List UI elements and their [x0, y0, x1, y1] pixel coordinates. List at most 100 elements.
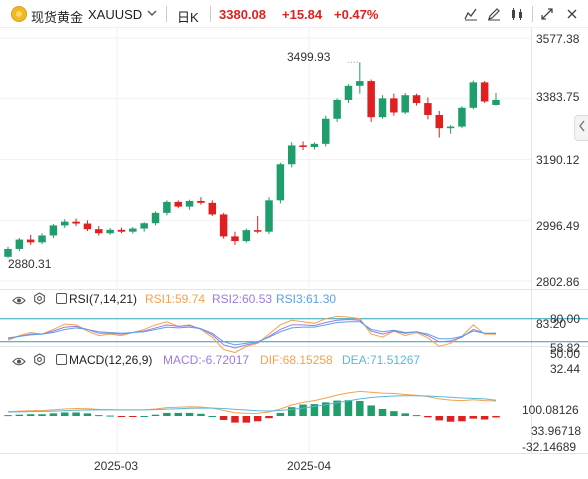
- chevron-down-icon[interactable]: [147, 8, 157, 21]
- rsi2-value: RSI2:60.53: [212, 292, 273, 306]
- symbol-code[interactable]: XAUUSD: [88, 7, 143, 22]
- rsi1-value: RSI1:59.74: [145, 292, 206, 306]
- macd-bar: [163, 412, 171, 416]
- candle-body: [446, 126, 455, 129]
- candle-body: [276, 164, 285, 201]
- candle-body: [424, 103, 432, 115]
- chart-type-icon: [464, 7, 478, 21]
- candle-body: [83, 223, 92, 230]
- macd-bar: [492, 416, 500, 418]
- fullscreen-button[interactable]: [538, 5, 556, 23]
- last-price: 3380.08: [219, 7, 266, 22]
- macd-bar: [480, 416, 489, 420]
- macd-bar: [276, 412, 285, 416]
- price-tick: 3190.12: [536, 153, 580, 167]
- candle-body: [367, 81, 375, 118]
- close-button[interactable]: [563, 5, 581, 23]
- macd-bar: [72, 412, 80, 416]
- chevron-right-icon: [578, 119, 586, 137]
- candle-body: [356, 81, 364, 86]
- macd-bar: [83, 413, 92, 416]
- interval-selector[interactable]: 日K: [177, 10, 199, 25]
- rsi-line-rsi3: [7, 321, 497, 346]
- candle-body: [208, 202, 217, 215]
- macd-tick: 100.08126: [522, 403, 579, 417]
- time-tick: 2025-03: [94, 459, 138, 473]
- macd-bar: [458, 416, 466, 422]
- rsi-level-label: 50.00: [550, 347, 580, 361]
- macd-bar: [390, 411, 398, 416]
- macd-tick: -32.14689: [522, 440, 576, 454]
- candle-body: [492, 99, 500, 105]
- candle-body: [106, 229, 114, 234]
- indicators-icon: [510, 7, 524, 21]
- candle-body: [140, 223, 148, 229]
- chart-type-button[interactable]: [462, 5, 480, 23]
- candlestick-series: [4, 62, 500, 259]
- macd-bar: [367, 405, 375, 416]
- macd-bar: [322, 402, 330, 416]
- candle-body: [129, 228, 137, 232]
- macd-bar: [151, 414, 160, 416]
- price-change-percent: +0.47%: [334, 7, 379, 22]
- macd-bar: [242, 416, 251, 423]
- candle-body: [253, 230, 262, 232]
- candle-body: [265, 200, 273, 232]
- candle-body: [390, 98, 398, 113]
- candle-body: [174, 201, 182, 207]
- macd-bar: [356, 401, 364, 416]
- rsi-line-rsi1: [7, 315, 497, 354]
- indicators-button[interactable]: [508, 5, 526, 23]
- dea-value: DEA:71.51267: [342, 353, 421, 367]
- candle-body: [435, 114, 444, 129]
- candle-body: [310, 143, 319, 147]
- macd-bar: [106, 415, 114, 417]
- macd-bar: [299, 404, 307, 416]
- draw-button[interactable]: [485, 5, 503, 23]
- macd-bar: [15, 414, 24, 416]
- eye-icon[interactable]: [12, 354, 26, 372]
- macd-bar: [49, 413, 58, 416]
- macd-bar: [401, 413, 409, 416]
- rsi-levels: [0, 318, 588, 343]
- macd-name: MACD(12,26,9): [69, 353, 153, 367]
- price-tick: 2802.86: [536, 275, 580, 289]
- time-tick: 2025-04: [287, 459, 331, 473]
- draw-icon: [487, 7, 501, 21]
- candle-body: [163, 201, 171, 213]
- rsi-tick: 83.20: [536, 317, 566, 331]
- macd-bar: [174, 412, 182, 416]
- rsi-tick: 58.82: [550, 341, 580, 355]
- macd-line-dea: [7, 395, 497, 413]
- candle-body: [151, 212, 160, 224]
- macd-bar: [344, 400, 353, 416]
- symbol-name[interactable]: 现货黄金: [31, 10, 84, 25]
- macd-toggle-checkbox[interactable]: [56, 354, 67, 365]
- scroll-right-button[interactable]: [574, 115, 588, 141]
- rsi-toggle-checkbox[interactable]: [56, 293, 67, 304]
- macd-bar: [4, 415, 12, 417]
- macd-bar: [287, 407, 296, 416]
- price-axis: 3577.38 3383.75 3190.12 2996.49 2802.86: [536, 32, 580, 289]
- candle-body: [469, 82, 478, 108]
- eye-icon[interactable]: [12, 293, 26, 311]
- candle-body: [458, 107, 466, 127]
- macd-legend: MACD(12,26,9) MACD:-6.72017 DIF:68.15258…: [0, 351, 540, 369]
- rsi-lines: [7, 315, 497, 354]
- candle-body: [333, 99, 341, 119]
- macd-bar: [208, 416, 217, 417]
- low-marker-leader: [7, 256, 11, 263]
- macd-bar: [253, 416, 262, 422]
- time-axis: 2025-03 2025-04: [94, 459, 331, 473]
- candle-body: [219, 214, 228, 237]
- macd-bar: [378, 408, 387, 416]
- macd-bar: [219, 416, 228, 420]
- candle-body: [26, 239, 35, 243]
- gear-icon[interactable]: [33, 292, 46, 310]
- gear-icon[interactable]: [33, 353, 46, 371]
- candle-body: [344, 85, 353, 100]
- rsi-level-label: 80.00: [550, 312, 580, 326]
- candle-body: [378, 98, 387, 118]
- chart-area[interactable]: 3577.38 3383.75 3190.12 2996.49 2802.86 …: [0, 28, 588, 479]
- low-marker-label: 2880.31: [8, 257, 52, 271]
